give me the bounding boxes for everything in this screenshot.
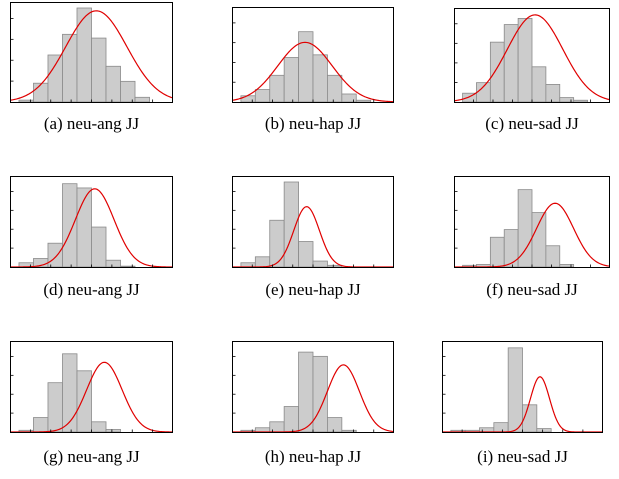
panel-caption: (c) neu-sad JJ: [485, 114, 579, 133]
histogram-bar: [545, 84, 561, 103]
histogram-bar: [33, 82, 49, 103]
histogram-plot: [232, 7, 394, 103]
histogram-bar: [489, 236, 505, 268]
histogram-panel: (c) neu-sad JJ: [454, 8, 610, 146]
histogram-bar: [62, 183, 78, 268]
histogram-bar: [476, 82, 491, 103]
histogram-bar: [545, 245, 561, 268]
histogram-plot: [232, 341, 394, 433]
histogram-bar: [312, 355, 328, 433]
histogram-bar: [62, 33, 78, 103]
histogram-bar: [62, 353, 78, 433]
histogram-bar: [573, 99, 588, 103]
histogram-bar: [312, 54, 328, 103]
histogram-plot: [10, 176, 173, 268]
histogram-bar: [47, 242, 63, 268]
panel-caption: (f) neu-sad JJ: [486, 280, 578, 299]
fit-curve: [10, 10, 173, 101]
histogram-bar: [47, 54, 63, 103]
histogram-bar: [559, 264, 575, 268]
histogram-bar: [254, 89, 271, 103]
fit-curve: [11, 361, 173, 433]
fit-curve: [454, 14, 610, 102]
histogram-bar: [134, 96, 150, 103]
panel-caption: (d) neu-ang JJ: [43, 280, 140, 299]
fit-curve: [232, 41, 394, 103]
histogram-bar: [298, 351, 314, 433]
histogram-bar: [341, 93, 357, 103]
histogram-bar: [298, 241, 314, 268]
histogram-panel: (i) neu-sad JJ: [442, 341, 603, 479]
histogram-bar: [240, 95, 256, 103]
histogram-bar: [105, 429, 121, 433]
histogram-bar: [327, 417, 343, 433]
panel-caption: (g) neu-ang JJ: [43, 447, 140, 466]
panel-caption: (a) neu-ang JJ: [43, 114, 140, 133]
histogram-bar: [479, 427, 495, 433]
fit-curve: [455, 202, 610, 268]
histogram-panel: (a) neu-ang JJ: [10, 2, 173, 146]
histogram-panel: (g) neu-ang JJ: [10, 341, 173, 479]
histogram-plot: [10, 2, 173, 103]
histogram-bar: [503, 24, 519, 103]
histogram-plot: [454, 8, 610, 103]
panel-caption: (e) neu-hap JJ: [265, 280, 361, 299]
histogram-bar: [18, 99, 34, 103]
histogram-bar: [76, 7, 92, 103]
panel-caption: (i) neu-sad JJ: [477, 447, 568, 466]
histogram-bar: [47, 382, 63, 433]
histogram-bar: [531, 66, 547, 103]
histogram-panel: (h) neu-hap JJ: [232, 341, 394, 479]
histogram-bar: [33, 417, 49, 433]
histogram-bar: [489, 41, 505, 103]
panel-caption: (h) neu-hap JJ: [264, 447, 362, 466]
panel-caption: (b) neu-hap JJ: [264, 114, 362, 133]
histogram-panel: (b) neu-hap JJ: [232, 7, 394, 146]
histogram-bar: [254, 427, 271, 433]
histogram-bar: [120, 80, 136, 103]
histogram-bar: [91, 37, 107, 103]
histogram-bar: [531, 212, 547, 268]
histogram-bar: [493, 422, 509, 433]
histogram-bar: [76, 370, 92, 433]
histogram-bar: [283, 57, 299, 103]
histogram-bar: [341, 429, 357, 433]
histogram-bar: [240, 262, 256, 268]
histogram-bar: [120, 265, 136, 268]
histogram-bar: [536, 428, 552, 433]
histogram-plot: [232, 176, 394, 268]
histogram-bar: [91, 421, 107, 433]
histogram-bar: [269, 421, 285, 433]
histogram-bar: [312, 260, 328, 268]
histogram-bar: [327, 74, 343, 103]
histogram-bar: [269, 74, 285, 103]
fit-curve: [11, 188, 172, 268]
histogram-bar: [503, 229, 519, 268]
histogram-bar: [91, 226, 107, 268]
histogram-panel: (e) neu-hap JJ: [232, 176, 394, 312]
histogram-bar: [254, 256, 271, 268]
histogram-plot: [454, 176, 610, 268]
histogram-bar: [269, 219, 285, 268]
histogram-bar: [355, 99, 372, 103]
histogram-bar: [517, 17, 533, 103]
histogram-plot: [10, 341, 173, 433]
histogram-bar: [559, 97, 575, 103]
histogram-bar: [507, 347, 523, 433]
histogram-bar: [105, 259, 121, 268]
histogram-bar: [327, 264, 343, 268]
histogram-panel: (d) neu-ang JJ: [10, 176, 173, 312]
histogram-panel: (f) neu-sad JJ: [454, 176, 610, 312]
histogram-bar: [283, 406, 299, 433]
histogram-bar: [105, 65, 121, 103]
histogram-plot: [442, 341, 603, 433]
